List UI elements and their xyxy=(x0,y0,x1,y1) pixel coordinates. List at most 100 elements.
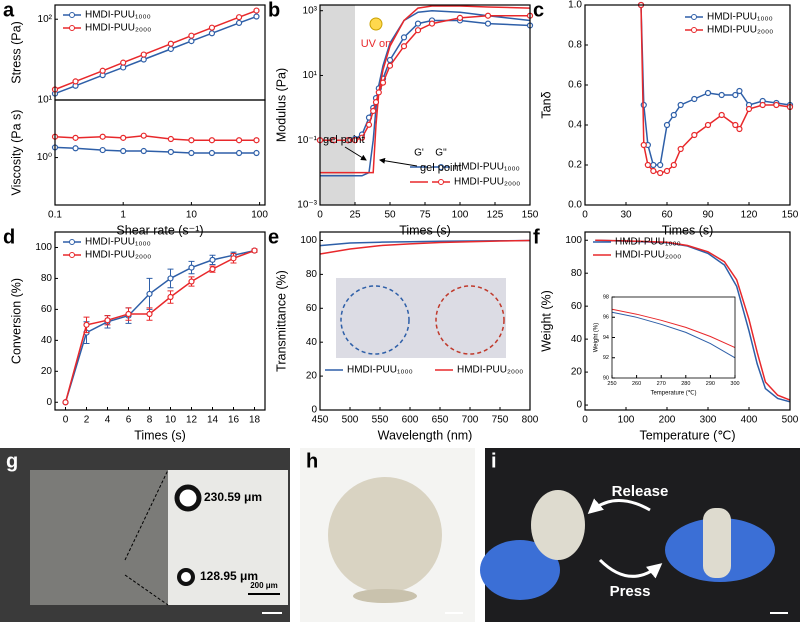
y-axis-label: Conversion (%) xyxy=(9,278,23,364)
x-tick-label: 14 xyxy=(207,415,219,426)
y-tick-label: 20 xyxy=(306,371,318,382)
data-point xyxy=(400,43,408,50)
x-axis-label: Temperature (℃) xyxy=(650,391,696,397)
data-point xyxy=(644,161,651,169)
series-line xyxy=(54,134,257,141)
annotation-arrow xyxy=(379,157,418,167)
x-tick-label: 18 xyxy=(249,415,261,426)
data-point xyxy=(736,87,743,95)
annotation: UV on xyxy=(361,38,392,50)
legend-marker xyxy=(69,12,75,18)
y-tick-label: 0.6 xyxy=(568,80,582,91)
x-tick-label: 700 xyxy=(462,415,479,426)
x-tick-label: 500 xyxy=(782,415,799,426)
series-line xyxy=(611,308,736,349)
data-point xyxy=(759,101,766,109)
legend-marker xyxy=(438,179,444,185)
legend-marker xyxy=(438,164,444,170)
x-tick-label: 6 xyxy=(126,415,132,426)
data-point xyxy=(72,145,79,152)
plot-frame xyxy=(611,296,736,379)
x-tick-label: 290 xyxy=(706,381,715,387)
data-point xyxy=(663,121,671,129)
data-point xyxy=(208,30,216,37)
x-tick-label: 300 xyxy=(730,381,739,387)
data-point xyxy=(104,317,111,324)
x-tick-label: 100 xyxy=(251,210,268,221)
x-tick-label: 125 xyxy=(487,210,504,221)
x-tick-label: 500 xyxy=(342,415,359,426)
y-tick-label: 96 xyxy=(603,315,609,321)
data-point xyxy=(235,137,243,144)
data-point xyxy=(72,134,79,141)
annotation-arrow xyxy=(344,146,367,161)
x-tick-label: 150 xyxy=(782,210,799,221)
data-point xyxy=(650,161,657,169)
plot-frame xyxy=(584,4,791,206)
x-tick-label: 270 xyxy=(657,381,666,387)
data-point xyxy=(99,67,106,74)
data-point xyxy=(72,78,79,85)
x-axis-label: Times (s) xyxy=(662,223,714,237)
series-line xyxy=(611,311,736,359)
data-point xyxy=(167,135,174,143)
data-point xyxy=(140,147,147,155)
x-tick-label: 150 xyxy=(522,210,539,221)
y-tick-label: 10³ xyxy=(303,5,318,16)
data-point xyxy=(167,45,174,53)
annotation: gel point xyxy=(323,134,365,146)
data-point xyxy=(365,121,373,128)
x-tick-label: 75 xyxy=(419,210,431,221)
y-tick-label: 100 xyxy=(565,235,582,246)
data-point xyxy=(370,107,377,115)
legend-label: HMDI-PUU₁₀₀₀ xyxy=(347,365,413,376)
data-point xyxy=(704,121,712,129)
legend-label: HMDI-PUU₁₀₀₀ xyxy=(615,237,681,248)
data-point xyxy=(484,12,492,19)
x-tick-label: 10 xyxy=(165,415,177,426)
x-tick-label: 0 xyxy=(582,210,588,221)
x-tick-label: 0 xyxy=(317,210,323,221)
data-point xyxy=(657,169,664,177)
y-tick-label: 40 xyxy=(41,335,53,346)
y-tick-label: 0 xyxy=(576,400,582,411)
data-point xyxy=(235,149,243,157)
data-point xyxy=(732,91,739,99)
data-point xyxy=(251,247,258,254)
y-tick-label: 40 xyxy=(306,337,318,348)
data-point xyxy=(146,290,153,298)
inset-photo xyxy=(336,278,506,358)
data-point xyxy=(379,79,387,86)
data-point xyxy=(400,34,408,41)
legend-label: HMDI-PUU₁₀₀₀ xyxy=(85,10,151,21)
data-point xyxy=(330,137,338,144)
x-tick-label: 2 xyxy=(84,415,90,426)
data-point xyxy=(657,161,664,169)
data-point xyxy=(704,89,712,97)
plot-frame xyxy=(54,231,266,411)
legend-label: HMDI-PUU₂₀₀₀ xyxy=(457,365,523,376)
data-point xyxy=(140,132,147,139)
data-point xyxy=(209,256,216,263)
data-point xyxy=(188,32,195,39)
photo-i xyxy=(480,448,800,622)
data-point xyxy=(253,13,260,20)
x-tick-label: 280 xyxy=(681,381,690,387)
x-tick-label: 650 xyxy=(432,415,449,426)
data-point xyxy=(732,121,739,129)
data-point xyxy=(358,134,366,141)
y-tick-label: 100 xyxy=(35,242,52,253)
y-tick-label: 20 xyxy=(41,366,53,377)
x-tick-label: 400 xyxy=(741,415,758,426)
legend-marker xyxy=(69,25,75,31)
x-tick-label: 30 xyxy=(620,210,632,221)
x-tick-label: 250 xyxy=(607,381,616,387)
y-tick-label: 10⁻¹ xyxy=(297,135,317,146)
series-line xyxy=(54,15,257,95)
x-tick-label: 750 xyxy=(492,415,509,426)
data-point xyxy=(188,137,195,144)
data-point xyxy=(140,56,147,63)
data-point xyxy=(120,59,127,66)
annotation: gel point xyxy=(420,162,462,174)
data-point xyxy=(691,131,698,139)
